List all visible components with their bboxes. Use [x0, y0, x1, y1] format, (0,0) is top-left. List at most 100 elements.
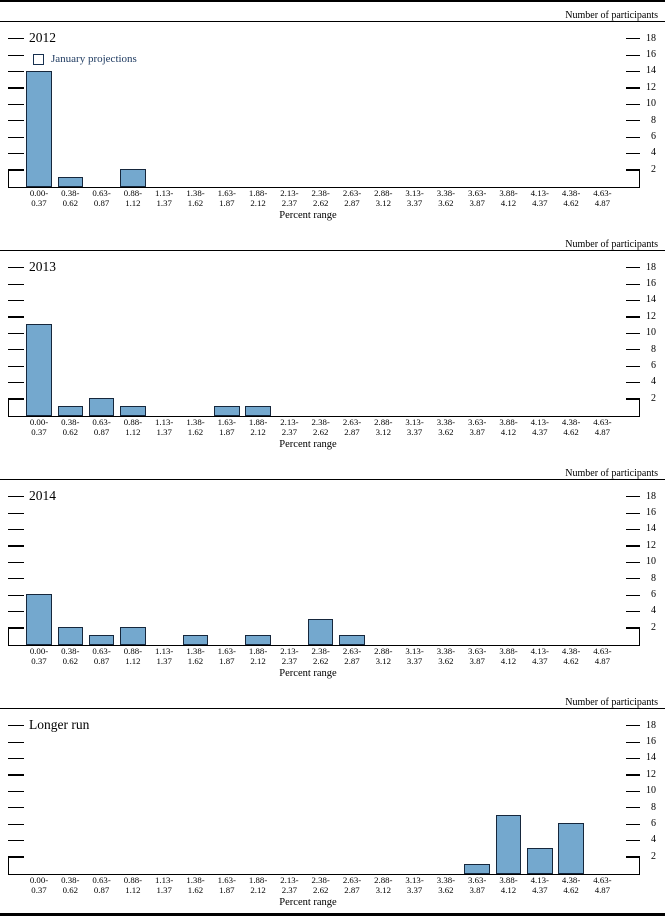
- y-tick-label-16: 16: [646, 507, 656, 518]
- x-tick-label-3.63-3.87: 3.63- 3.87: [468, 646, 487, 666]
- y-tick-left-8: [8, 578, 24, 580]
- x-axis-title: Percent range: [279, 897, 337, 908]
- y-tick-right-4: [626, 152, 640, 155]
- x-tick-label-2.38-2.62: 2.38- 2.62: [311, 417, 330, 437]
- x-tick-label-0.88-1.12: 0.88- 1.12: [123, 188, 143, 208]
- y-tick-right-18: [626, 38, 640, 40]
- x-tick-label-0.00-0.37: 0.00- 0.37: [29, 646, 49, 666]
- y-tick-left-6: [8, 594, 24, 596]
- x-axis-title: Percent range: [279, 210, 337, 221]
- y-tick-right-8: [626, 120, 640, 122]
- y-tick-left-10: [8, 561, 24, 563]
- y-tick-left-8: [8, 120, 24, 122]
- x-axis-right-cap: [639, 400, 641, 417]
- y-tick-right-18: [626, 725, 640, 727]
- panel-top-rule: [0, 250, 665, 251]
- x-tick-label-2.38-2.62: 2.38- 2.62: [311, 188, 330, 208]
- y-tick-left-14: [8, 757, 24, 760]
- x-axis-line: [8, 415, 640, 417]
- y-tick-label-8: 8: [651, 343, 656, 355]
- y-tick-label-2: 2: [651, 850, 656, 862]
- panel-title: 2014: [29, 488, 56, 503]
- y-axis-title: Number of participants: [565, 697, 658, 708]
- x-tick-label-1.13-1.37: 1.13- 1.37: [155, 417, 174, 437]
- y-tick-right-8: [626, 807, 640, 809]
- bar-0.00-0.37: [26, 70, 52, 187]
- y-tick-left-4: [8, 839, 24, 842]
- x-tick-label-1.13-1.37: 1.13- 1.37: [155, 646, 174, 666]
- bar-0.88-1.12: [120, 169, 146, 187]
- x-tick-label-1.63-1.87: 1.63- 1.87: [217, 417, 236, 437]
- bar-2.63-2.87: [339, 635, 365, 645]
- y-tick-right-12: [626, 87, 640, 89]
- y-tick-left-18: [8, 267, 24, 269]
- y-tick-left-12: [8, 316, 24, 318]
- x-tick-label-1.88-2.12: 1.88- 2.12: [248, 875, 268, 895]
- y-tick-label-10: 10: [646, 327, 656, 339]
- x-tick-label-2.13-2.37: 2.13- 2.37: [280, 875, 299, 895]
- x-tick-label-3.63-3.87: 3.63- 3.87: [468, 188, 487, 208]
- y-tick-right-2: [626, 398, 640, 400]
- x-tick-label-3.88-4.12: 3.88- 4.12: [499, 646, 518, 666]
- y-tick-right-4: [626, 839, 640, 842]
- x-tick-label-1.38-1.62: 1.38- 1.62: [186, 188, 205, 208]
- chart-legend: January projections: [33, 53, 137, 65]
- x-tick-label-2.63-2.87: 2.63- 2.87: [342, 875, 362, 895]
- y-tick-left-16: [8, 512, 24, 514]
- x-axis-line: [8, 644, 640, 646]
- y-axis-title: Number of participants: [565, 468, 658, 479]
- x-tick-label-1.88-2.12: 1.88- 2.12: [248, 646, 268, 666]
- y-tick-right-18: [626, 496, 640, 498]
- x-axis-right-cap: [639, 629, 641, 646]
- plot-area-longer-run: Longer run 2 4 6 8 10 12 14 16 18: [0, 709, 665, 875]
- x-tick-label-1.63-1.87: 1.63- 1.87: [217, 875, 236, 895]
- panel-2012: Number of participants 2012 January proj…: [0, 2, 665, 224]
- bar-0.88-1.12: [120, 406, 146, 416]
- y-tick-right-2: [626, 627, 640, 629]
- y-tick-right-4: [626, 381, 640, 384]
- y-tick-right-6: [626, 823, 640, 825]
- x-tick-label-2.13-2.37: 2.13- 2.37: [280, 417, 299, 437]
- y-tick-right-10: [626, 103, 640, 105]
- x-tick-label-0.63-0.87: 0.63- 0.87: [92, 875, 111, 895]
- y-tick-left-16: [8, 741, 24, 743]
- y-tick-label-2: 2: [651, 163, 656, 175]
- panel-top-rule: [0, 479, 665, 480]
- x-tick-label-3.38-3.62: 3.38- 3.62: [436, 188, 456, 208]
- y-tick-label-6: 6: [651, 360, 656, 371]
- x-tick-label-3.38-3.62: 3.38- 3.62: [436, 646, 456, 666]
- x-tick-label-1.13-1.37: 1.13- 1.37: [155, 875, 174, 895]
- x-tick-label-2.63-2.87: 2.63- 2.87: [342, 188, 362, 208]
- bar-0.38-0.62: [57, 627, 84, 645]
- y-tick-right-12: [626, 316, 640, 318]
- bar-0.38-0.62: [57, 406, 84, 416]
- x-tick-label-0.00-0.37: 0.00- 0.37: [29, 875, 49, 895]
- x-axis-line: [8, 186, 640, 188]
- y-tick-left-4: [8, 610, 24, 613]
- y-tick-right-16: [626, 283, 640, 285]
- y-tick-label-14: 14: [646, 752, 656, 764]
- x-tick-label-2.88-3.12: 2.88- 3.12: [374, 875, 393, 895]
- y-tick-label-10: 10: [646, 556, 656, 568]
- x-tick-label-0.88-1.12: 0.88- 1.12: [123, 646, 143, 666]
- panel-top-rule: [0, 708, 665, 709]
- x-tick-label-0.38-0.62: 0.38- 0.62: [61, 188, 80, 208]
- legend-swatch-icon: [33, 53, 44, 65]
- plot-area-2013: 2013 2 4 6 8 10 12 14 16 18: [0, 251, 665, 417]
- y-tick-label-10: 10: [646, 98, 656, 110]
- x-tick-label-3.38-3.62: 3.38- 3.62: [436, 417, 456, 437]
- y-tick-left-16: [8, 54, 24, 56]
- x-tick-label-3.88-4.12: 3.88- 4.12: [499, 875, 518, 895]
- bar-1.88-2.12: [245, 635, 271, 645]
- x-tick-label-0.63-0.87: 0.63- 0.87: [92, 417, 111, 437]
- x-tick-label-0.38-0.62: 0.38- 0.62: [61, 646, 80, 666]
- y-tick-label-12: 12: [646, 310, 656, 322]
- y-tick-right-14: [626, 299, 640, 302]
- x-tick-label-2.38-2.62: 2.38- 2.62: [311, 875, 330, 895]
- x-tick-label-2.63-2.87: 2.63- 2.87: [342, 646, 362, 666]
- y-tick-right-16: [626, 512, 640, 514]
- x-tick-label-3.88-4.12: 3.88- 4.12: [499, 188, 518, 208]
- y-tick-left-2: [8, 398, 24, 400]
- y-tick-right-10: [626, 332, 640, 334]
- y-tick-label-12: 12: [646, 81, 656, 93]
